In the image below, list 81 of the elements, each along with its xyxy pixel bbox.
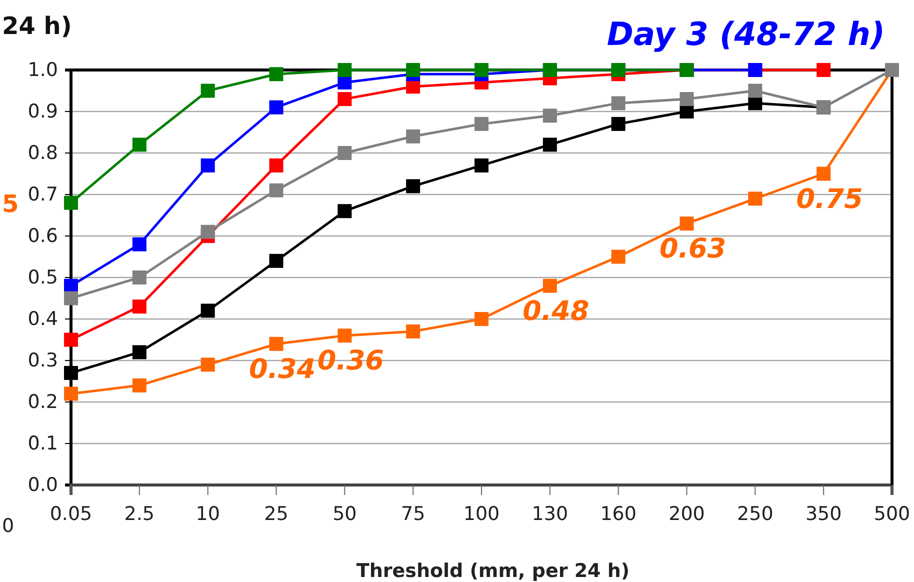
point	[474, 312, 488, 326]
point	[269, 100, 284, 114]
point	[64, 291, 78, 306]
point	[200, 84, 215, 98]
text: 24 h)	[2, 12, 72, 40]
point	[338, 63, 352, 77]
point	[474, 116, 488, 131]
point	[64, 366, 78, 380]
point	[748, 192, 762, 206]
point	[269, 254, 284, 268]
point	[132, 300, 146, 314]
x-tick-label: 500	[874, 503, 910, 525]
x-tick-label: 200	[668, 503, 705, 525]
point	[542, 108, 557, 123]
point	[474, 63, 488, 77]
y-tick-label: 0.9	[28, 100, 58, 123]
point	[611, 116, 626, 131]
point	[406, 129, 420, 144]
x-tick-label: 350	[805, 503, 842, 525]
y-tick-label: 0.0	[28, 474, 58, 496]
x-tick-label: 250	[737, 503, 774, 525]
data-label: 0.63	[659, 234, 726, 265]
y-tick-label: 0.8	[28, 142, 58, 164]
point	[269, 67, 284, 82]
point	[64, 332, 78, 347]
point	[406, 324, 420, 338]
chart-title: Day 3 (48-72 h)	[606, 15, 885, 53]
point	[338, 328, 352, 343]
x-axis-title: Threshold (mm, per 24 h)	[356, 560, 630, 582]
point	[611, 250, 626, 264]
point	[338, 92, 352, 106]
point	[200, 358, 215, 372]
y-tick-label: 0.2	[28, 391, 58, 414]
y-tick-label: 1.0	[28, 59, 58, 82]
point	[64, 196, 78, 210]
point	[132, 378, 146, 392]
point	[680, 216, 694, 231]
y-tick-label: 0.4	[28, 308, 58, 330]
point	[611, 96, 626, 110]
point	[200, 304, 215, 318]
y-tick-label: 0.6	[28, 225, 58, 248]
point	[338, 146, 352, 160]
point	[269, 336, 284, 351]
point	[406, 179, 420, 194]
x-tick-label: 2.5	[124, 503, 155, 525]
x-tick-label: 50	[332, 503, 357, 525]
point	[542, 278, 557, 293]
point	[406, 63, 420, 77]
point	[680, 92, 694, 106]
point	[132, 270, 146, 284]
data-label: 0.75	[796, 184, 863, 215]
point	[132, 138, 146, 152]
point	[338, 204, 352, 218]
point	[64, 386, 78, 401]
x-tick-label: 0.05	[50, 503, 92, 525]
x-tick-label: 10	[196, 503, 220, 525]
text: 0	[2, 515, 14, 537]
y-tick-label: 0.1	[28, 432, 58, 455]
y-tick-label: 0.5	[28, 266, 58, 289]
point	[200, 224, 215, 239]
point	[748, 84, 762, 98]
data-label: 0.36	[317, 346, 384, 377]
data-label: 0.48	[522, 296, 590, 327]
point	[269, 158, 284, 172]
x-tick-label: 25	[264, 503, 288, 525]
point	[542, 138, 557, 152]
point	[816, 63, 831, 77]
x-tick-label: 160	[600, 503, 636, 525]
y-tick-label: 0.3	[28, 350, 58, 372]
point	[200, 158, 215, 172]
text: 5	[2, 190, 19, 218]
point	[269, 183, 284, 198]
point	[132, 237, 146, 252]
y-tick-label: 0.7	[28, 184, 58, 206]
x-tick-label: 130	[532, 503, 568, 525]
x-tick-label: 75	[400, 503, 426, 525]
point	[474, 158, 488, 172]
point	[816, 166, 831, 181]
point	[132, 345, 146, 360]
data-label: 0.34	[248, 354, 316, 385]
x-tick-label: 100	[463, 503, 500, 525]
